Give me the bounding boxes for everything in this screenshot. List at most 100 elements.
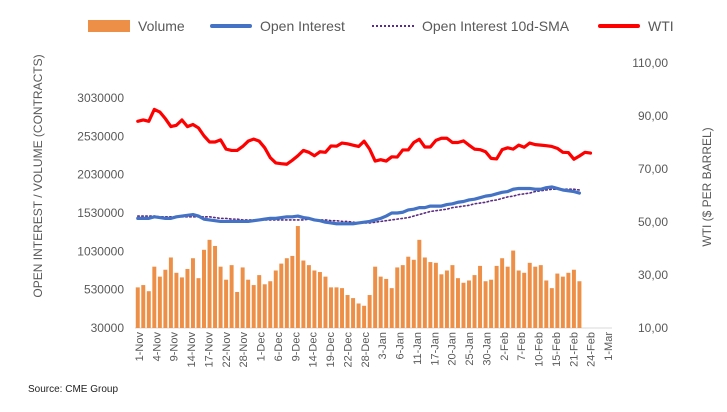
x-tick-label: 20-Jan — [447, 332, 459, 366]
left-axis-ticks: 30000 530000 1030000 1530000 2030000 2530000 3… — [77, 91, 124, 335]
x-tick-label: 2-Feb — [499, 332, 511, 361]
volume-bar — [428, 262, 433, 328]
volume-bar — [549, 288, 554, 328]
volume-bar — [571, 269, 576, 328]
x-tick-label: 6-Jan — [395, 332, 407, 360]
volume-bar — [351, 298, 356, 328]
volume-bar — [190, 258, 195, 328]
volume-bar — [444, 270, 449, 328]
volume-bar — [290, 255, 295, 328]
volume-bar — [544, 280, 549, 328]
x-tick-label: 17-Nov — [203, 332, 215, 368]
x-tick-label: 15-Feb — [551, 332, 563, 367]
wti-line — [136, 107, 593, 166]
volume-bar — [566, 272, 571, 328]
x-tick-label: 6-Dec — [273, 332, 285, 362]
volume-bar — [262, 284, 267, 328]
volume-bar — [323, 276, 328, 328]
volume-bar — [146, 291, 151, 328]
volume-bar — [207, 239, 212, 328]
volume-bar — [345, 295, 350, 328]
legend-wti: WTI — [598, 18, 674, 34]
left-tick-label: 2530000 — [77, 129, 124, 143]
volume-bar — [152, 266, 157, 328]
volume-bar — [295, 226, 300, 328]
right-tick-label: 90,00 — [638, 109, 668, 123]
x-tick-label: 21-Feb — [568, 332, 580, 367]
volume-bar — [251, 285, 256, 328]
left-tick-label: 1530000 — [77, 206, 124, 220]
volume-bar — [367, 295, 372, 328]
x-axis-ticks: 1-Nov 4-Nov 9-Nov 14-Nov 17-Nov 22-Nov 28-Nov 1… — [134, 332, 615, 368]
legend-volume-label: Volume — [138, 18, 185, 34]
volume-bar — [467, 280, 471, 328]
x-tick-label: 28-Dec — [360, 332, 372, 368]
volume-bar — [273, 270, 278, 328]
volume-bar — [229, 265, 234, 328]
x-tick-label: 9-Nov — [169, 332, 181, 362]
y-right-axis-title: WTI ($ PER BARREL) — [700, 127, 714, 247]
volume-bar — [246, 279, 251, 328]
volume-bar — [334, 287, 339, 328]
volume-bar — [461, 282, 466, 328]
volume-bar — [411, 259, 416, 328]
x-tick-label: 22-Nov — [221, 332, 233, 368]
legend-wti-swatch — [598, 24, 640, 28]
x-tick-label: 28-Nov — [238, 332, 250, 368]
volume-bar — [268, 281, 273, 328]
x-tick-label: 3-Jan — [377, 332, 389, 360]
volume-bar — [163, 269, 168, 328]
legend-open-interest-label: Open Interest — [260, 18, 345, 34]
x-tick-label: 22-Dec — [342, 332, 354, 368]
volume-bar — [516, 270, 521, 328]
volume-bar — [235, 291, 240, 328]
volume-bar — [196, 278, 201, 328]
right-tick-label: 30,00 — [638, 268, 668, 282]
volume-bar — [395, 267, 400, 328]
volume-bar — [384, 278, 389, 328]
x-tick-label: 11-Jan — [412, 332, 424, 365]
source-note: Source: CME Group — [28, 384, 119, 395]
x-tick-label: 24-Feb — [586, 332, 598, 367]
left-tick-label: 3030000 — [77, 91, 124, 105]
volume-bar — [362, 305, 367, 328]
legend-oi-sma-swatch — [372, 25, 414, 27]
x-tick-label: 1-Dec — [256, 332, 268, 362]
volume-bar — [505, 266, 510, 328]
x-tick-label: 14-Nov — [186, 332, 198, 368]
volume-bar — [439, 274, 444, 328]
volume-bar — [356, 303, 361, 328]
volume-bar — [185, 268, 190, 328]
volume-bar — [240, 267, 245, 328]
x-tick-label: 10-Feb — [534, 332, 546, 367]
x-tick-label: 17-Jan — [429, 332, 441, 366]
left-tick-label: 30000 — [91, 321, 125, 335]
x-tick-label: 25-Jan — [464, 332, 476, 366]
volume-bar — [494, 265, 499, 328]
volume-bar — [489, 279, 494, 328]
right-tick-label: 50,00 — [638, 215, 668, 229]
volume-bar — [168, 257, 173, 328]
volume-bar — [284, 258, 289, 328]
volume-bars — [135, 226, 582, 328]
x-tick-label: 7-Feb — [516, 332, 528, 361]
volume-bar — [174, 272, 179, 328]
chart-series-lines — [136, 107, 593, 226]
legend-volume: Volume — [88, 18, 185, 34]
y-left-axis-title: OPEN INTEREST / VOLUME (CONTRACTS) — [31, 54, 45, 298]
right-axis-ticks: 10,00 30,00 50,00 70,00 90,00 110,00 — [632, 56, 668, 335]
legend-open-interest-swatch — [210, 24, 252, 28]
volume-bar — [555, 273, 560, 328]
volume-bar — [406, 256, 411, 328]
volume-bar — [478, 265, 483, 328]
volume-bar — [511, 250, 516, 328]
volume-bar — [500, 258, 505, 328]
volume-bar — [455, 278, 460, 328]
volume-bar — [522, 272, 527, 328]
right-tick-label: 70,00 — [638, 162, 668, 176]
volume-bar — [527, 262, 532, 328]
legend-wti-label: WTI — [648, 18, 674, 34]
volume-bar — [340, 288, 345, 328]
volume-bar — [400, 265, 405, 328]
